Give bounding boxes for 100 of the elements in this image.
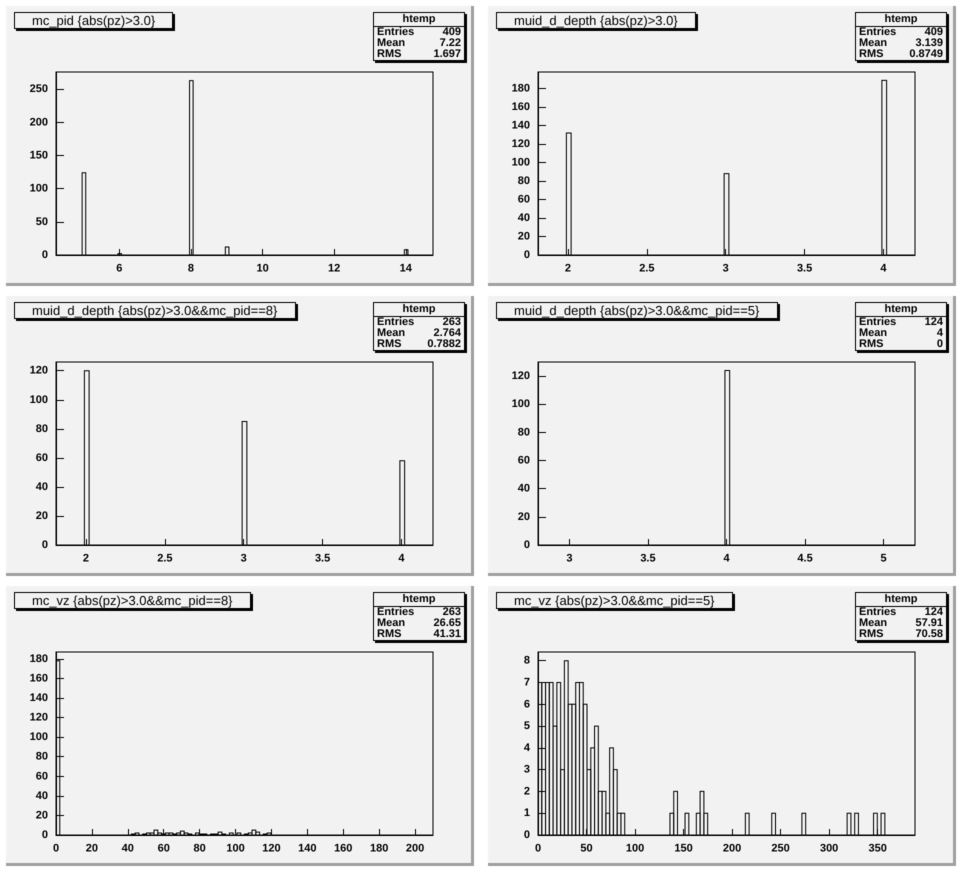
- text: 263: [442, 316, 461, 328]
- x-tick-label: 4: [398, 552, 406, 564]
- text: 4: [936, 327, 943, 339]
- text: RMS: [859, 628, 884, 640]
- x-tick-label: 3: [240, 552, 247, 564]
- text: 0: [936, 338, 943, 350]
- x-tick-label: 50: [580, 842, 593, 854]
- y-tick-label: 80: [36, 422, 48, 435]
- y-tick-label: 4: [524, 742, 531, 754]
- y-tick-label: 100: [512, 156, 530, 169]
- y-tick-label: 180: [512, 82, 530, 95]
- y-tick-label: 60: [36, 770, 48, 782]
- chart-title: muid_d_depth {abs(pz)>3.0}: [514, 13, 678, 28]
- x-tick-label: 5: [880, 552, 887, 564]
- y-tick-label: 20: [518, 230, 530, 243]
- text: htemp: [856, 13, 946, 27]
- y-tick-label: 150: [30, 150, 48, 162]
- text: 0.7882: [427, 338, 461, 350]
- chart-title: mc_vz {abs(pz)>3.0&&mc_pid==8}: [32, 593, 234, 608]
- x-tick-label: 4.5: [797, 552, 813, 564]
- text: Mean: [859, 327, 888, 339]
- y-tick-label: 80: [518, 426, 530, 438]
- x-tick-label: 120: [262, 842, 281, 854]
- x-tick-label: 150: [674, 842, 693, 854]
- text: 124: [924, 606, 943, 618]
- chart-title: mc_vz {abs(pz)>3.0&&mc_pid==5}: [514, 593, 716, 608]
- x-tick-label: 2: [564, 262, 572, 274]
- y-tick-label: 40: [518, 212, 530, 224]
- y-tick-label: 0: [524, 539, 530, 551]
- y-tick-label: 100: [512, 398, 530, 410]
- y-tick-label: 2: [524, 785, 530, 798]
- text: Entries: [859, 606, 896, 618]
- text: Mean: [377, 327, 406, 339]
- y-tick-label: 0: [42, 249, 48, 261]
- y-tick-label: 60: [518, 454, 530, 467]
- text: 7.22: [440, 37, 461, 49]
- text: 124: [924, 316, 943, 328]
- text: Entries: [859, 26, 896, 38]
- y-tick-label: 80: [36, 750, 48, 763]
- x-tick-label: 80: [193, 842, 206, 854]
- y-tick-label: 50: [36, 216, 48, 228]
- x-tick-label: 3.5: [314, 552, 330, 564]
- chart-title: muid_d_depth {abs(pz)>3.0&&mc_pid==5}: [514, 303, 760, 318]
- x-tick-label: 14: [400, 262, 413, 274]
- x-tick-label: 250: [771, 842, 790, 854]
- y-tick-label: 0: [524, 829, 530, 841]
- x-tick-label: 3.5: [796, 262, 812, 274]
- y-tick-label: 5: [524, 720, 530, 732]
- y-tick-label: 250: [30, 83, 48, 96]
- x-tick-label: 3.5: [640, 552, 656, 564]
- y-tick-label: 60: [518, 194, 530, 206]
- text: RMS: [859, 338, 884, 350]
- y-tick-label: 3: [524, 764, 530, 776]
- text: Entries: [377, 316, 414, 328]
- text: 3.139: [915, 37, 943, 49]
- text: RMS: [377, 628, 402, 640]
- x-tick-label: 2.5: [639, 262, 654, 274]
- x-tick-label: 20: [86, 842, 98, 854]
- y-tick-label: 40: [36, 480, 48, 493]
- y-tick-label: 140: [30, 692, 48, 704]
- x-tick-label: 60: [158, 842, 170, 854]
- y-tick-label: 0: [524, 249, 530, 261]
- chart-title: muid_d_depth {abs(pz)>3.0&&mc_pid==8}: [32, 303, 278, 318]
- y-tick-label: 0: [42, 539, 48, 551]
- y-tick-label: 40: [518, 482, 530, 495]
- text: htemp: [856, 303, 946, 317]
- text: RMS: [377, 338, 402, 350]
- text: 1.697: [433, 48, 461, 60]
- x-tick-label: 40: [122, 842, 134, 854]
- x-tick-label: 12: [328, 262, 340, 274]
- chart-title: mc_pid {abs(pz)>3.0}: [32, 13, 156, 28]
- x-tick-label: 2: [82, 552, 90, 564]
- y-tick-label: 20: [36, 510, 48, 522]
- x-tick-label: 3: [566, 552, 572, 564]
- y-tick-label: 20: [518, 510, 530, 523]
- text: Mean: [377, 617, 406, 629]
- x-tick-label: 100: [226, 842, 245, 854]
- text: 70.58: [915, 628, 943, 640]
- y-tick-label: 100: [30, 394, 48, 406]
- y-tick-label: 60: [36, 452, 48, 464]
- text: htemp: [374, 593, 464, 607]
- x-tick-label: 100: [626, 842, 644, 854]
- y-tick-label: 140: [512, 120, 530, 132]
- x-tick-label: 180: [370, 842, 388, 854]
- text: 2.764: [433, 327, 461, 339]
- text: 57.91: [915, 617, 943, 629]
- text: 263: [442, 606, 461, 618]
- x-tick-label: 300: [820, 842, 838, 854]
- x-tick-label: 0: [52, 842, 60, 854]
- text: 0.8749: [909, 48, 943, 60]
- y-tick-label: 1: [524, 807, 530, 820]
- y-tick-label: 80: [518, 175, 530, 188]
- text: Entries: [377, 26, 414, 38]
- y-tick-label: 100: [30, 182, 48, 195]
- x-tick-label: 140: [298, 842, 317, 854]
- text: 409: [442, 26, 461, 38]
- y-tick-label: 0: [42, 829, 48, 841]
- y-tick-label: 20: [36, 809, 48, 822]
- y-tick-label: 200: [30, 116, 48, 128]
- y-tick-label: 40: [36, 790, 48, 802]
